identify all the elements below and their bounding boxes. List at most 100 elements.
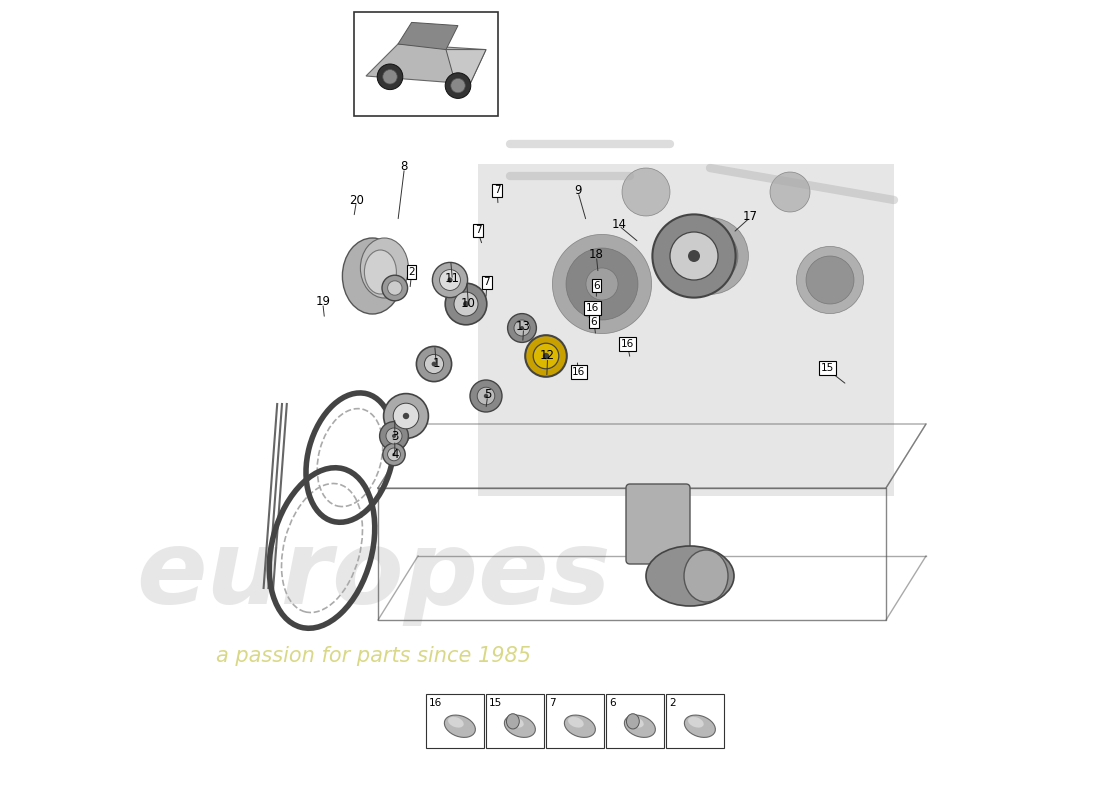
Text: 13: 13 (516, 320, 531, 333)
Text: 2: 2 (408, 267, 415, 277)
Text: 10: 10 (461, 297, 476, 310)
Text: 1: 1 (432, 358, 440, 370)
Circle shape (403, 413, 409, 419)
Text: 7: 7 (549, 698, 556, 707)
Circle shape (770, 172, 810, 212)
Circle shape (387, 281, 402, 295)
Circle shape (586, 268, 618, 300)
Text: 4: 4 (392, 448, 398, 461)
Text: 11: 11 (444, 272, 460, 285)
Text: 6: 6 (609, 698, 616, 707)
Circle shape (507, 314, 537, 342)
Text: 7: 7 (494, 186, 501, 195)
Circle shape (432, 262, 468, 298)
Circle shape (682, 228, 738, 284)
Ellipse shape (684, 550, 728, 602)
Circle shape (379, 422, 408, 450)
Ellipse shape (506, 714, 519, 729)
Text: 2: 2 (669, 698, 675, 707)
Text: 15: 15 (821, 363, 834, 373)
Circle shape (392, 434, 396, 438)
Ellipse shape (625, 715, 656, 738)
Text: 16: 16 (586, 303, 600, 313)
Bar (426, 694, 484, 748)
Circle shape (534, 343, 559, 369)
Ellipse shape (688, 717, 704, 728)
Circle shape (448, 278, 452, 282)
Circle shape (425, 354, 443, 374)
Circle shape (688, 250, 700, 262)
Text: 9: 9 (574, 184, 582, 197)
Bar (666, 694, 725, 748)
Circle shape (384, 394, 428, 438)
Circle shape (387, 448, 400, 461)
Text: europes: europes (136, 526, 612, 626)
Text: 20: 20 (349, 194, 364, 206)
Ellipse shape (444, 715, 475, 738)
Bar (546, 694, 604, 748)
Ellipse shape (646, 546, 734, 606)
Circle shape (451, 78, 465, 93)
Circle shape (514, 320, 530, 336)
Circle shape (446, 283, 487, 325)
Ellipse shape (505, 715, 536, 738)
Text: 18: 18 (588, 248, 604, 261)
Polygon shape (366, 44, 486, 84)
Text: 5: 5 (484, 388, 492, 401)
Circle shape (446, 73, 471, 98)
Circle shape (454, 292, 478, 316)
Ellipse shape (626, 714, 639, 729)
Circle shape (382, 275, 408, 301)
Bar (606, 694, 664, 748)
Bar (486, 694, 544, 748)
Circle shape (621, 168, 670, 216)
Circle shape (542, 353, 549, 359)
Ellipse shape (628, 717, 643, 728)
Circle shape (393, 453, 396, 456)
Text: 19: 19 (316, 295, 330, 308)
Ellipse shape (361, 238, 408, 298)
Text: 16: 16 (572, 367, 585, 377)
Circle shape (484, 394, 488, 398)
Circle shape (552, 234, 651, 334)
Text: a passion for parts since 1985: a passion for parts since 1985 (217, 646, 531, 666)
Ellipse shape (568, 717, 584, 728)
Text: 16: 16 (621, 339, 635, 349)
Circle shape (393, 403, 419, 429)
Text: 17: 17 (742, 210, 758, 222)
Circle shape (431, 362, 437, 366)
Circle shape (670, 232, 718, 280)
Bar (354, 12, 498, 116)
Text: 7: 7 (484, 278, 491, 287)
Bar (478, 164, 894, 496)
Ellipse shape (448, 717, 464, 728)
Circle shape (652, 214, 736, 298)
Circle shape (463, 301, 469, 307)
Circle shape (672, 218, 748, 294)
Circle shape (440, 270, 461, 290)
Polygon shape (446, 50, 486, 84)
Circle shape (470, 380, 502, 412)
Circle shape (383, 443, 405, 466)
Ellipse shape (364, 250, 396, 294)
Text: 7: 7 (475, 226, 482, 235)
Circle shape (377, 64, 403, 90)
Circle shape (806, 256, 854, 304)
Circle shape (477, 387, 495, 405)
Polygon shape (398, 22, 458, 50)
Ellipse shape (342, 238, 403, 314)
Ellipse shape (508, 717, 524, 728)
Text: 3: 3 (392, 430, 398, 442)
Circle shape (796, 246, 864, 314)
Ellipse shape (684, 715, 715, 738)
Text: 15: 15 (490, 698, 503, 707)
Ellipse shape (564, 715, 595, 738)
Circle shape (383, 70, 397, 84)
Text: 6: 6 (593, 281, 600, 290)
Circle shape (566, 248, 638, 320)
FancyBboxPatch shape (626, 484, 690, 564)
Text: 6: 6 (591, 317, 597, 326)
Circle shape (525, 335, 566, 377)
Circle shape (386, 428, 402, 444)
Circle shape (520, 326, 524, 330)
